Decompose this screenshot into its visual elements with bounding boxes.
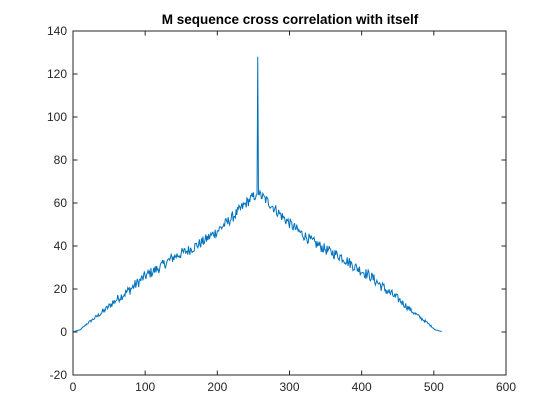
x-tick-label: 500 <box>424 380 444 394</box>
y-tick-label: 60 <box>54 196 68 210</box>
y-tick-label: 40 <box>54 239 68 253</box>
y-tick-label: 140 <box>47 24 67 38</box>
x-tick-label: 100 <box>135 380 155 394</box>
plot-area-box <box>72 30 507 376</box>
correlation-line <box>73 56 442 333</box>
x-tick-label: 200 <box>207 380 227 394</box>
y-tick-label: -20 <box>50 368 68 382</box>
chart-title: M sequence cross correlation with itself <box>162 12 419 27</box>
x-tick-label: 300 <box>279 380 299 394</box>
y-tick-label: 80 <box>54 153 68 167</box>
y-tick-label: 0 <box>60 325 67 339</box>
y-tick-label: 120 <box>47 67 67 81</box>
y-tick-label: 100 <box>47 110 67 124</box>
x-tick-label: 600 <box>496 380 516 394</box>
x-tick-label: 400 <box>352 380 372 394</box>
x-tick-label: 0 <box>70 380 77 394</box>
y-tick-label: 20 <box>54 282 68 296</box>
